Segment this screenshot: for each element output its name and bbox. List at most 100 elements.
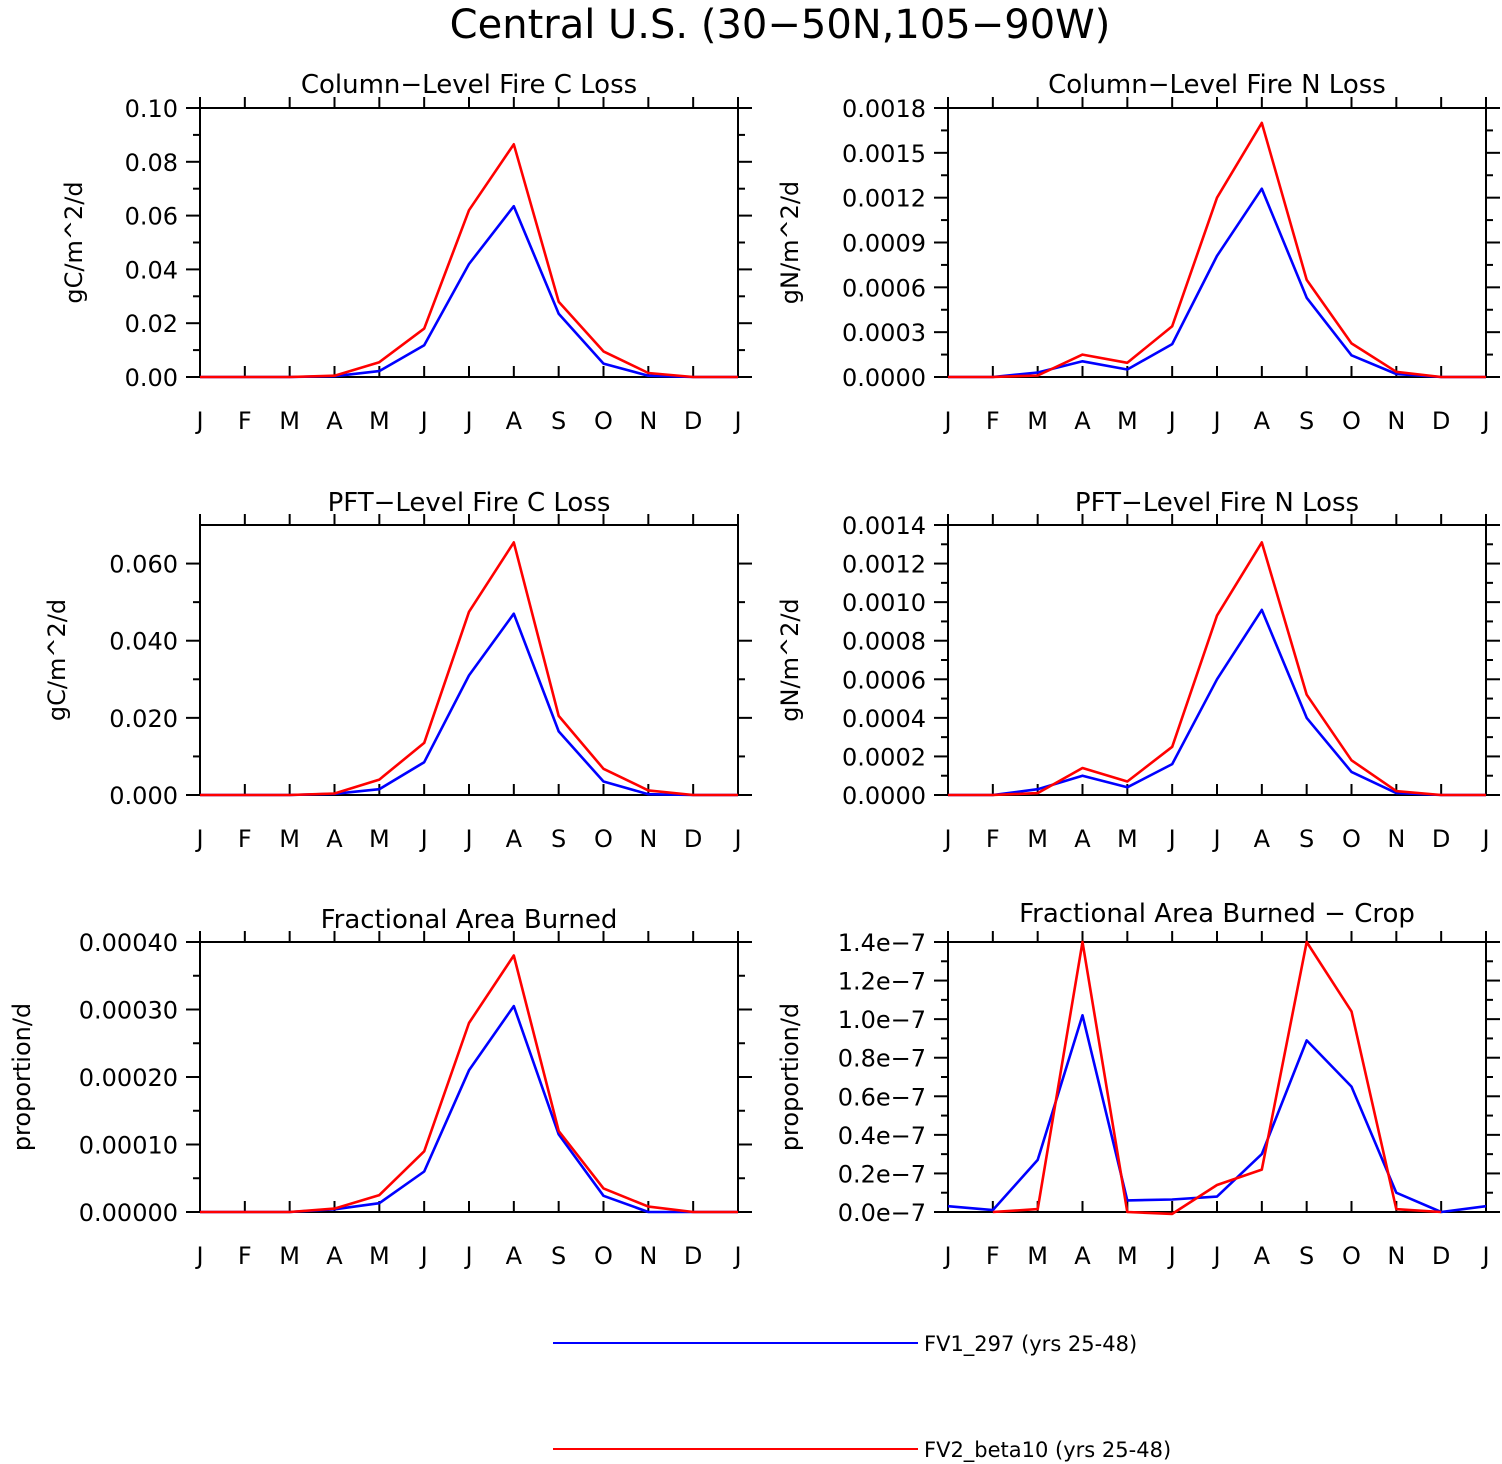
panel-title: Column−Level Fire C Loss xyxy=(301,70,637,100)
y-tick-label: 0.0008 xyxy=(842,628,926,656)
y-axis-label: gN/m^2/d xyxy=(776,598,804,721)
x-tick-label: O xyxy=(1342,825,1361,853)
y-tick-label: 0.00 xyxy=(125,364,178,392)
y-tick-label: 0.8e−7 xyxy=(838,1045,926,1073)
series-line-fv1 xyxy=(200,1004,738,1214)
x-tick-label: J xyxy=(419,1242,428,1270)
y-tick-label: 0.0010 xyxy=(842,589,926,617)
y-tick-label: 0.0012 xyxy=(842,551,926,579)
x-tick-label: J xyxy=(1211,407,1220,435)
x-tick-label: J xyxy=(419,407,428,435)
plot-frame xyxy=(199,941,739,1213)
x-tick-label: F xyxy=(986,1242,1000,1270)
x-tick-label: S xyxy=(1299,407,1314,435)
y-axis-label: proportion/d xyxy=(8,1003,36,1151)
y-tick-label: 0.02 xyxy=(125,310,178,338)
x-tick-label: J xyxy=(1167,825,1176,853)
x-tick-label: D xyxy=(1432,407,1450,435)
y-tick-label: 0.020 xyxy=(109,705,178,733)
x-tick-label: J xyxy=(1167,407,1176,435)
x-tick-label: O xyxy=(594,407,613,435)
x-tick-label: A xyxy=(506,825,523,853)
x-tick-label: N xyxy=(639,825,657,853)
x-tick-label: F xyxy=(986,407,1000,435)
x-tick-label: A xyxy=(1074,1242,1091,1270)
y-tick-label: 0.0e−7 xyxy=(838,1199,926,1227)
y-tick-label: 0.00040 xyxy=(79,929,178,957)
y-tick-label: 0.0015 xyxy=(842,140,926,168)
series-line-fv2 xyxy=(948,121,1486,379)
x-tick-label: J xyxy=(1480,407,1489,435)
x-tick-label: M xyxy=(1027,1242,1048,1270)
y-tick-label: 0.00010 xyxy=(79,1132,178,1160)
x-tick-label: M xyxy=(369,825,390,853)
x-tick-label: A xyxy=(506,407,523,435)
chart-panel-6: Fractional Area Burned − Crop proportion/… xyxy=(776,899,1500,1270)
x-tick-label: J xyxy=(419,825,428,853)
x-tick-label: M xyxy=(1027,825,1048,853)
panel-title: PFT−Level Fire N Loss xyxy=(1075,488,1359,518)
series-line-fv1 xyxy=(947,1014,1487,1214)
y-tick-label: 0.0004 xyxy=(842,705,926,733)
x-tick-label: A xyxy=(1074,825,1091,853)
x-tick-label: F xyxy=(238,407,252,435)
plot-frame xyxy=(199,107,739,378)
x-tick-label: M xyxy=(279,407,300,435)
x-tick-label: J xyxy=(732,407,741,435)
y-tick-label: 0.00000 xyxy=(79,1199,178,1227)
x-tick-label: O xyxy=(1342,407,1361,435)
y-tick-label: 0.0002 xyxy=(842,743,926,771)
x-tick-label: D xyxy=(684,1242,702,1270)
series-line-fv2 xyxy=(948,541,1486,797)
y-tick-label: 0.08 xyxy=(125,149,178,177)
x-tick-label: O xyxy=(594,825,613,853)
x-tick-label: M xyxy=(279,1242,300,1270)
x-tick-label: J xyxy=(1167,1242,1176,1270)
y-tick-label: 0.06 xyxy=(125,203,178,231)
x-tick-label: J xyxy=(463,407,472,435)
x-tick-label: S xyxy=(551,407,566,435)
plot-frame xyxy=(947,524,1487,796)
x-tick-label: D xyxy=(1432,825,1450,853)
x-tick-label: J xyxy=(463,1242,472,1270)
y-tick-label: 0.000 xyxy=(109,782,178,810)
x-tick-label: S xyxy=(551,1242,566,1270)
y-axis-label: proportion/d xyxy=(776,1003,804,1151)
x-tick-label: M xyxy=(1117,1242,1138,1270)
panel-title: Column−Level Fire N Loss xyxy=(1048,70,1386,100)
x-tick-label: M xyxy=(1117,407,1138,435)
y-tick-label: 0.0006 xyxy=(842,666,926,694)
x-tick-label: J xyxy=(732,1242,741,1270)
series-line-fv2 xyxy=(992,940,1442,1216)
x-tick-label: N xyxy=(1387,407,1405,435)
x-tick-label: F xyxy=(986,825,1000,853)
y-tick-label: 0.10 xyxy=(125,95,178,123)
x-tick-label: A xyxy=(1074,407,1091,435)
y-tick-label: 1.0e−7 xyxy=(838,1006,926,1034)
x-tick-label: S xyxy=(1299,825,1314,853)
x-tick-label: A xyxy=(326,825,343,853)
y-axis-label: gN/m^2/d xyxy=(776,181,804,304)
x-tick-label: J xyxy=(1480,825,1489,853)
panel-title: Fractional Area Burned xyxy=(321,905,618,935)
x-tick-label: A xyxy=(1254,825,1271,853)
x-tick-label: D xyxy=(684,825,702,853)
y-tick-label: 0.0009 xyxy=(842,230,926,258)
plot-frame xyxy=(199,524,739,796)
x-tick-label: J xyxy=(194,825,203,853)
x-tick-label: M xyxy=(279,825,300,853)
x-tick-label: M xyxy=(1027,407,1048,435)
series-line-fv1 xyxy=(200,204,738,379)
legend-label-fv2: FV2_beta10 (yrs 25-48) xyxy=(924,1438,1171,1463)
x-tick-label: J xyxy=(194,1242,203,1270)
x-tick-label: F xyxy=(238,825,252,853)
x-tick-label: J xyxy=(1211,825,1220,853)
y-tick-label: 0.4e−7 xyxy=(838,1122,926,1150)
series-line-fv1 xyxy=(200,612,738,797)
x-tick-label: N xyxy=(1387,1242,1405,1270)
